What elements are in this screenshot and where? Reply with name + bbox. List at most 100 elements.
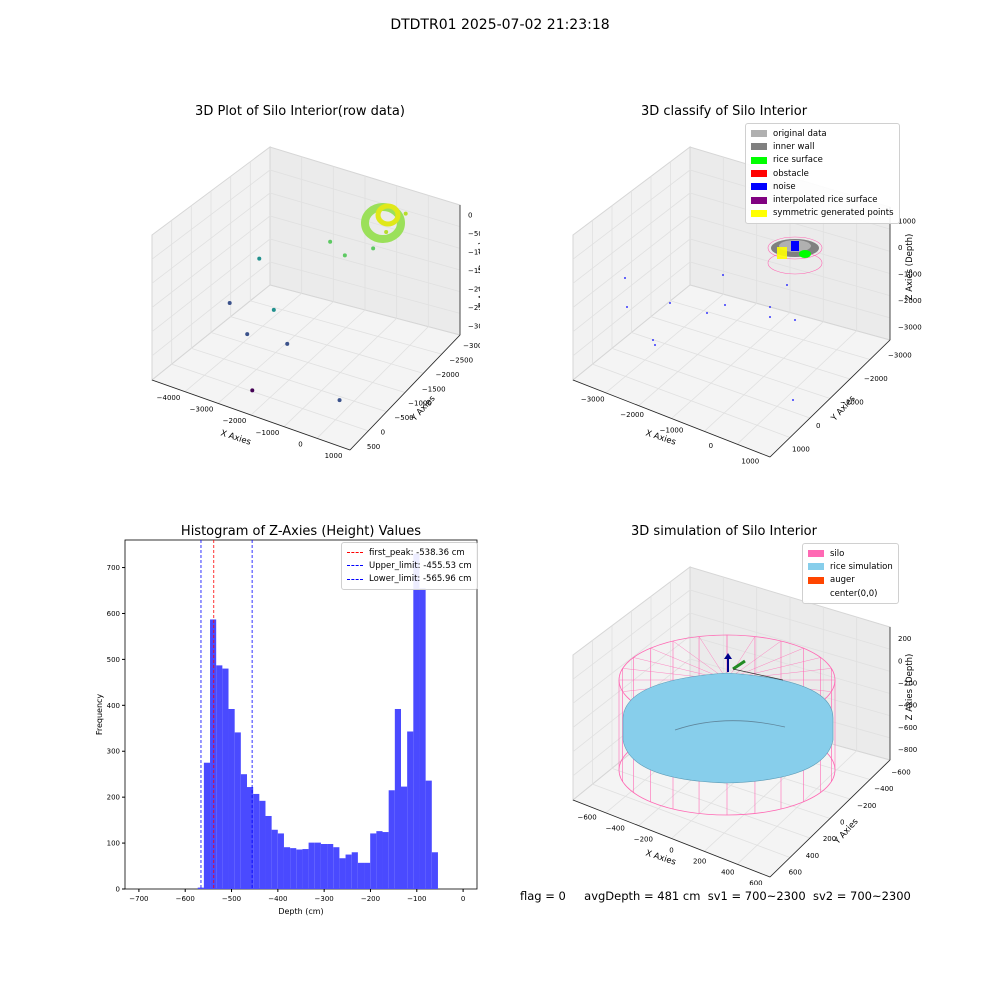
noise-point [706, 312, 708, 314]
legend-label: rice simulation [830, 561, 893, 572]
panel1-title: 3D Plot of Silo Interior(row data) [195, 104, 405, 119]
histogram-bar [240, 774, 247, 889]
z-tick-label: 200 [898, 635, 911, 643]
histogram-bar [413, 553, 420, 889]
x-tick-label: −100 [407, 895, 426, 903]
x-tick-label: −4000 [157, 394, 181, 402]
histogram-bar [296, 849, 303, 889]
data-point [250, 388, 255, 393]
histogram-bar [394, 708, 401, 889]
histogram-bar [308, 842, 315, 889]
x-tick-label: 0 [298, 441, 302, 449]
flag-text: flag = 0 [520, 889, 566, 903]
x-tick-label: −1000 [660, 427, 684, 435]
data-point [328, 239, 333, 244]
z-tick-label: −2000 [468, 286, 480, 294]
histogram-bar [425, 780, 432, 889]
legend-item: auger [808, 574, 893, 587]
point-cluster-ring [375, 203, 401, 227]
data-point [337, 398, 342, 403]
z-tick-label: −200 [898, 679, 917, 687]
noise-point [724, 304, 726, 306]
legend-label: inner wall [773, 141, 815, 152]
z-tick-label: −3000 [468, 323, 480, 331]
histogram-bar [327, 843, 334, 889]
noise-cluster [791, 241, 799, 251]
histogram-bar [370, 833, 377, 889]
histogram-bar [419, 588, 426, 889]
histogram-bar [265, 815, 272, 889]
noise-point [794, 319, 796, 321]
x-tick-label: −2000 [620, 411, 644, 419]
legend-swatch [751, 209, 767, 217]
y-axis-label: Frequency [95, 694, 104, 736]
x-axis-label: Depth (cm) [278, 907, 323, 916]
z-tick-label: −1000 [468, 248, 480, 256]
y-tick-label: 0 [381, 428, 385, 436]
y-tick-label: 600 [789, 869, 802, 877]
classify-3d-scatter-plot: −3000 −2000 −1000 0 1000 1000 0 −1000 −2000 −3000… [572, 145, 922, 465]
grid-line [736, 197, 858, 445]
histogram-bar [197, 887, 204, 889]
histogram-bar [314, 842, 321, 889]
x-tick-label: −300 [315, 895, 334, 903]
depth-histogram: −700 −600 −500 −400 −300 −200 −100 0 0 100 200 300 4… [95, 539, 478, 916]
legend-item: inner wall [751, 140, 894, 153]
rice-surface-points [799, 250, 811, 258]
legend-label: obstacle [773, 168, 809, 179]
noise-point [769, 316, 771, 318]
y-tick-label: −3000 [463, 342, 480, 350]
legend-swatch [347, 565, 363, 567]
legend-swatch [808, 576, 824, 584]
histogram-bar [345, 854, 352, 889]
z-tick-label: −500 [468, 230, 480, 238]
silo-wire [767, 236, 823, 260]
x-axis-line [151, 379, 351, 451]
y-tick-label: −2500 [449, 357, 473, 365]
x-tick-label: 0 [709, 442, 713, 450]
x-tick-label: −500 [222, 895, 241, 903]
simulation-3d-plot: −600 −400 −200 0 200 400 600 600 400 200 0 −200 −400… [572, 565, 917, 885]
data-point [245, 332, 250, 337]
y-tick-label: 300 [107, 748, 120, 756]
legend-label: first_peak: -538.36 cm [369, 547, 465, 558]
x-tick-label: −1000 [256, 429, 280, 437]
y-tick-label: −600 [891, 768, 910, 776]
histogram-bar [203, 762, 211, 889]
histogram-bar [364, 862, 371, 889]
grid-line [572, 612, 891, 704]
histogram-bar [228, 708, 235, 889]
x-axis-label: X Axies [219, 428, 252, 447]
y-tick-label: 400 [107, 702, 120, 710]
z-tick-label: −1500 [468, 267, 480, 275]
histogram-legend: first_peak: -538.36 cm Upper_limit: -455… [341, 542, 478, 590]
histogram-bar [277, 833, 284, 889]
histogram-bar [290, 848, 297, 889]
z-tick-label: −400 [898, 702, 917, 710]
y-tick-label: −400 [874, 785, 893, 793]
legend-label: symmetric generated points [773, 208, 894, 219]
z-tick-label: 0 [898, 657, 902, 665]
legend-item: silo [808, 547, 893, 560]
y-tick-label: 1000 [792, 445, 810, 453]
z-axis-label: Z Axies (Depth) [478, 242, 480, 309]
histogram-bar [271, 829, 278, 889]
x-tick-label: 200 [693, 858, 706, 866]
x-tick-label: −3000 [190, 406, 214, 414]
panel4-title: 3D simulation of Silo Interior [631, 524, 817, 539]
z-tick-label: 0 [468, 211, 472, 219]
data-point [371, 246, 376, 251]
x-tick-label: −600 [176, 895, 195, 903]
noise-point [669, 302, 671, 304]
legend-swatch [808, 563, 824, 571]
histogram-bar [351, 852, 358, 889]
legend-label: noise [773, 181, 796, 192]
simulation-legend: silo rice simulation auger center(0,0) [802, 543, 899, 605]
data-point [227, 300, 232, 305]
panel3-title: Histogram of Z-Axies (Height) Values [180, 524, 422, 539]
z-tick-label: −1000 [898, 271, 922, 279]
legend-item: center(0,0) [808, 587, 893, 600]
legend-label: original data [773, 128, 827, 139]
histogram-bar [382, 832, 389, 889]
histogram-bar [253, 793, 260, 889]
